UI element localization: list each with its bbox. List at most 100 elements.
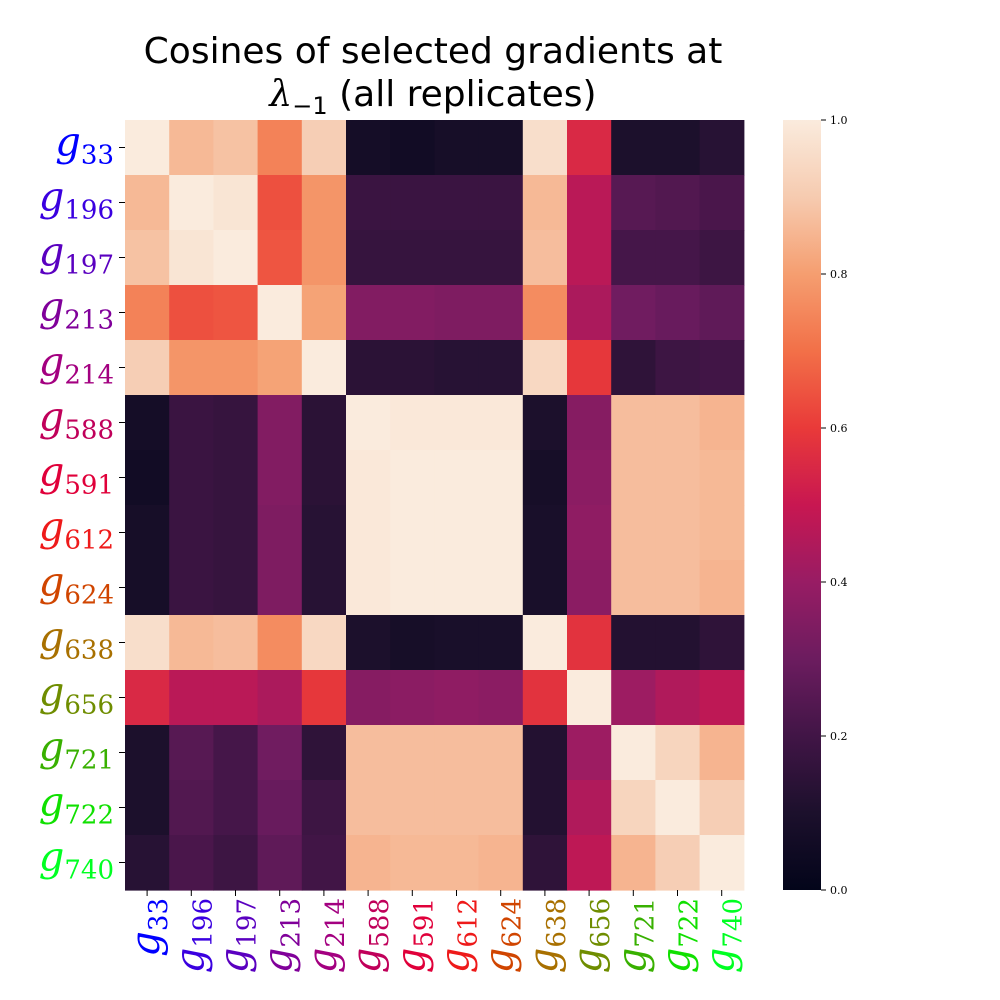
heatmap-cell-g638-g638: [522, 615, 568, 671]
heatmap-cell-g214-g612: [434, 340, 480, 396]
heatmap-cell-g740-g33: [125, 835, 170, 891]
heatmap-cell-g638-g722: [655, 615, 701, 671]
heatmap-cell-g721-g740: [699, 725, 745, 781]
heatmap-cell-g33-g656: [567, 120, 612, 176]
heatmap-cell-g588-g638: [522, 395, 568, 451]
heatmap-cell-g197-g638: [522, 230, 568, 286]
heatmap-cell-g656-g588: [346, 670, 391, 726]
y-axis-labels: g33g196g197g213g214g588g591g612g624g638g…: [39, 120, 125, 886]
heatmap-cell-g196-g722: [655, 175, 701, 231]
heatmap-cell-g588-g740: [699, 395, 745, 451]
y-label-g722: g722: [39, 780, 114, 831]
heatmap-cell-g721-g196: [169, 725, 214, 781]
heatmap-cell-g196-g214: [301, 175, 347, 231]
heatmap-cell-g196-g196: [169, 175, 214, 231]
heatmap-cell-g33-g197: [213, 120, 259, 176]
heatmap-cell-g197-g740: [699, 230, 745, 286]
heatmap-cell-g591-g656: [567, 450, 612, 506]
heatmap-cell-g33-g740: [699, 120, 745, 176]
heatmap-cell-g588-g656: [567, 395, 612, 451]
heatmap-cell-g214-g721: [611, 340, 656, 396]
heatmap-cell-g612-g740: [699, 505, 745, 561]
heatmap-cell-g588-g33: [125, 395, 170, 451]
x-label-g213: g213: [256, 898, 307, 973]
title-lambda: λ: [269, 74, 293, 115]
heatmap-cell-g624-g588: [346, 560, 391, 616]
x-label-g722: g722: [654, 898, 705, 973]
heatmap-cell-g656-g624: [478, 670, 524, 726]
heatmap-cell-g33-g638: [522, 120, 568, 176]
heatmap-cell-g638-g591: [390, 615, 435, 671]
heatmap-cell-g656-g656: [567, 670, 612, 726]
heatmap-cell-g722-g656: [567, 780, 612, 836]
y-label-g656: g656: [39, 670, 114, 721]
heatmap-cell-g197-g214: [301, 230, 347, 286]
heatmap-cell-g740-g612: [434, 835, 480, 891]
heatmap-cell-g740-g656: [567, 835, 612, 891]
heatmap-cell-g213-g213: [257, 285, 303, 341]
heatmap-cell-g33-g588: [346, 120, 391, 176]
heatmap-cell-g721-g197: [213, 725, 259, 781]
y-label-g612: g612: [39, 505, 114, 556]
heatmap-cell-g33-g196: [169, 120, 214, 176]
y-label-g740: g740: [39, 835, 114, 886]
heatmap-cell-g624-g33: [125, 560, 170, 616]
heatmap-cell-g213-g721: [611, 285, 656, 341]
title-line-1: Cosines of selected gradients at: [143, 31, 723, 72]
heatmap-cell-g588-g197: [213, 395, 259, 451]
heatmap-cell-g612-g591: [390, 505, 435, 561]
heatmap-cell-g722-g214: [301, 780, 347, 836]
heatmap-cell-g612-g588: [346, 505, 391, 561]
heatmap-cell-g624-g213: [257, 560, 303, 616]
heatmap-cell-g213-g722: [655, 285, 701, 341]
x-label-g740: g740: [698, 898, 749, 973]
heatmap-cell-g722-g721: [611, 780, 656, 836]
colorbar: [783, 120, 821, 890]
x-label-g214: g214: [300, 898, 351, 973]
heatmap-cell-g721-g721: [611, 725, 656, 781]
heatmap-cell-g722-g624: [478, 780, 524, 836]
colorbar-ticks: 0.0 0.2 0.4 0.6 0.8 1.0: [821, 114, 848, 897]
heatmap-cell-g213-g588: [346, 285, 391, 341]
y-label-g214: g214: [39, 340, 114, 391]
heatmap-cell-g624-g656: [567, 560, 612, 616]
y-label-g196: g196: [39, 175, 114, 226]
heatmap-cell-g196-g740: [699, 175, 745, 231]
heatmap-cell-g721-g612: [434, 725, 480, 781]
x-label-g612: g612: [433, 898, 484, 973]
heatmap-cell-g197-g196: [169, 230, 214, 286]
heatmap-cell-g197-g721: [611, 230, 656, 286]
heatmap-cell-g591-g591: [390, 450, 435, 506]
heatmap-cell-g740-g722: [655, 835, 701, 891]
heatmap-cell-g612-g197: [213, 505, 259, 561]
heatmap-cell-g721-g588: [346, 725, 391, 781]
y-label-g624: g624: [39, 560, 114, 611]
y-label-g591: g591: [39, 450, 114, 501]
heatmap-cell-g33-g722: [655, 120, 701, 176]
x-label-g588: g588: [344, 898, 395, 973]
heatmap-cell-g638-g197: [213, 615, 259, 671]
heatmap-cell-g214-g638: [522, 340, 568, 396]
heatmap-cell-g721-g214: [301, 725, 347, 781]
heatmap-cell-g624-g638: [522, 560, 568, 616]
heatmap-cell-g612-g612: [434, 505, 480, 561]
heatmap-cell-g722-g33: [125, 780, 170, 836]
heatmap-cell-g214-g722: [655, 340, 701, 396]
heatmap-cell-g213-g197: [213, 285, 259, 341]
x-label-g624: g624: [477, 898, 528, 973]
heatmap-cell-g612-g722: [655, 505, 701, 561]
y-label-g197: g197: [39, 230, 114, 281]
heatmap-cell-g612-g638: [522, 505, 568, 561]
heatmap-cell-g213-g196: [169, 285, 214, 341]
heatmap-cell-g197-g722: [655, 230, 701, 286]
heatmap-cell-g612-g656: [567, 505, 612, 561]
heatmap-cell-g740-g213: [257, 835, 303, 891]
title-subscript: −1: [292, 92, 328, 120]
heatmap-cell-g33-g33: [125, 120, 170, 176]
heatmap-cell-g591-g624: [478, 450, 524, 506]
colorbar-tick-label: 0.4: [830, 576, 848, 589]
heatmap-cell-g214-g591: [390, 340, 435, 396]
heatmap-cell-g196-g612: [434, 175, 480, 231]
heatmap-cell-g33-g612: [434, 120, 480, 176]
heatmap-cell-g721-g638: [522, 725, 568, 781]
